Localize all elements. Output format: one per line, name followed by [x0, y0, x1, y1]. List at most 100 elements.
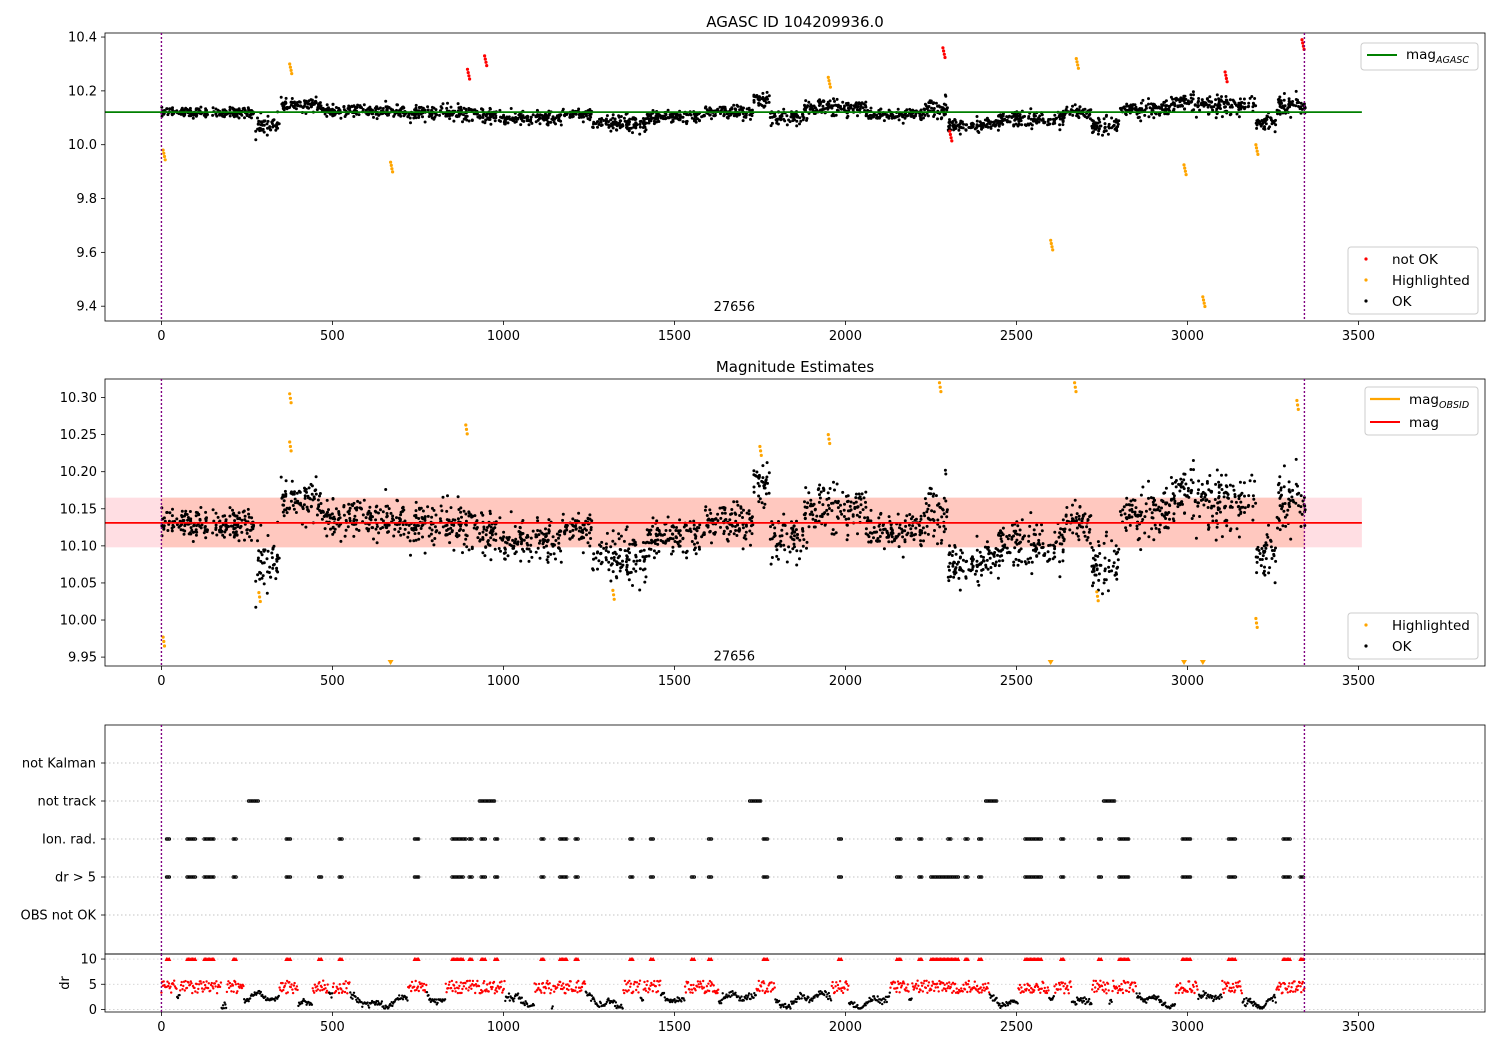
ok-point [1061, 119, 1065, 123]
ok-point [597, 559, 601, 563]
ok-point [1014, 122, 1018, 126]
ok-point [331, 517, 335, 521]
highlighted-point [162, 154, 167, 159]
ok-point [588, 108, 592, 111]
ok-point [795, 563, 799, 567]
ok-point [551, 535, 555, 539]
ok-point [1015, 538, 1019, 542]
ok-point [1254, 121, 1258, 125]
ok-point [1090, 570, 1094, 574]
ok-point [1110, 539, 1114, 543]
ok-point [830, 104, 833, 108]
ok-point [1172, 107, 1176, 111]
ok-point [519, 542, 523, 546]
ok-point [1115, 572, 1118, 576]
ok-point [347, 106, 351, 110]
y-tick-label: 10.05 [60, 576, 97, 591]
ok-point [1094, 127, 1098, 131]
ok-point [862, 496, 866, 500]
ok-point [428, 112, 432, 116]
ok-point [1169, 95, 1173, 99]
ok-point [544, 115, 548, 119]
ok-point [1083, 534, 1087, 538]
ok-point [423, 551, 427, 555]
ok-point [231, 530, 235, 534]
ok-point [642, 548, 646, 552]
ok-point [1103, 122, 1107, 126]
ok-point [851, 513, 855, 517]
ok-point [638, 122, 642, 126]
ok-point [498, 108, 502, 112]
ok-point [625, 565, 629, 569]
ok-point [1094, 573, 1098, 577]
ok-point [991, 562, 995, 565]
highlighted-point [1184, 173, 1188, 177]
ok-point [270, 120, 274, 124]
ok-point [1102, 581, 1106, 585]
ok-point [733, 525, 737, 528]
ok-point [845, 538, 849, 542]
ok-point [1032, 543, 1036, 547]
ok-point [1077, 538, 1081, 542]
highlighted-point [1254, 143, 1258, 147]
ok-point [281, 107, 285, 111]
highlighted-point [389, 163, 393, 167]
ok-point [285, 506, 289, 510]
ok-point [1229, 527, 1233, 531]
ok-point [375, 504, 379, 508]
ok-point [740, 511, 743, 515]
ok-point [739, 105, 743, 109]
ok-point [949, 575, 953, 579]
ok-point [374, 527, 378, 531]
ok-point [744, 537, 748, 541]
ok-point [997, 564, 1001, 568]
ok-point [1115, 577, 1119, 581]
ok-point [1267, 571, 1271, 575]
ok-point [407, 113, 411, 117]
ok-point [348, 506, 352, 510]
agasc-magnitude-panel: AGASC ID 104209936.0 0 500 1000 1500 2000 250… [68, 13, 1486, 344]
ok-point [708, 529, 712, 533]
ok-point [498, 516, 502, 520]
ok-point [1104, 578, 1108, 582]
ok-point [1283, 104, 1287, 108]
ok-point [441, 495, 445, 499]
ok-point [489, 558, 493, 562]
ok-point [627, 558, 631, 562]
ok-point [1224, 484, 1228, 488]
ok-point [546, 538, 550, 542]
ok-point [887, 108, 891, 112]
ok-point [1256, 118, 1260, 122]
ok-point [374, 510, 378, 514]
ok-point [857, 492, 861, 496]
ok-point [882, 547, 886, 551]
ok-point [970, 555, 974, 559]
not-ok-point [1225, 80, 1229, 84]
ok-point [392, 534, 396, 538]
ok-point [332, 530, 336, 534]
ok-point [327, 508, 330, 512]
ok-point [420, 524, 424, 528]
ok-point [250, 116, 253, 120]
ok-point [195, 524, 198, 528]
ok-point [225, 527, 228, 531]
ok-point [1288, 100, 1292, 104]
ok-point [1058, 560, 1062, 564]
ok-point [534, 115, 538, 119]
ok-point [841, 100, 845, 104]
ok-point [948, 561, 952, 565]
ok-point [647, 554, 651, 558]
ok-point [494, 532, 498, 536]
ok-point [942, 107, 946, 111]
ok-point [820, 108, 824, 112]
ok-point [453, 518, 457, 522]
estimates-line-legend: magOBSID mag [1364, 386, 1479, 436]
highlighted-point [612, 597, 616, 601]
ok-point [189, 526, 193, 530]
ok-point [430, 515, 434, 519]
ok-point [638, 125, 642, 129]
ok-point [1172, 519, 1176, 523]
ok-point [787, 118, 791, 122]
ok-point [1186, 99, 1190, 103]
